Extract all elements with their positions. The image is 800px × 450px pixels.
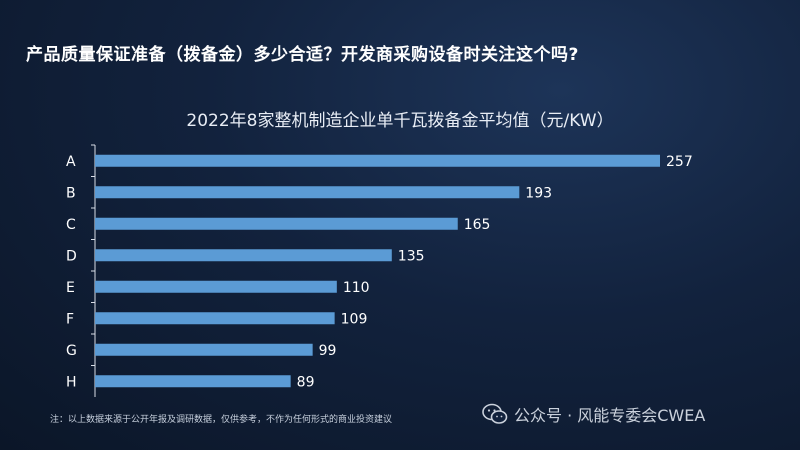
category-label: A: [66, 154, 76, 170]
watermark: 公众号 · 风能专委会CWEA: [482, 402, 705, 426]
category-label: D: [66, 248, 77, 264]
bar: [95, 312, 335, 325]
data-label: 109: [341, 311, 368, 327]
data-label: 257: [666, 154, 693, 170]
bar: [95, 249, 392, 262]
data-label: 135: [398, 248, 425, 264]
category-label: G: [66, 343, 77, 359]
data-label: 89: [297, 374, 315, 390]
bars-layer: A 257 B 193 C 165 D 135 E 110 F 109 G 99 H 89: [66, 144, 693, 397]
data-label: 193: [525, 185, 552, 201]
bar: [95, 186, 520, 199]
slide-headline: 产品质量保证准备（拨备金）多少合适？开发商采购设备时关注这个吗?: [26, 45, 579, 65]
bar: [95, 343, 313, 356]
category-label: C: [66, 217, 76, 233]
watermark-text: 公众号 · 风能专委会CWEA: [514, 406, 706, 425]
bar: [95, 154, 660, 167]
bar: [95, 280, 337, 293]
bar: [95, 217, 458, 230]
category-label: F: [66, 311, 74, 327]
chart-title: 2022年8家整机制造企业单千瓦拨备金平均值（元/KW）: [186, 111, 614, 131]
data-label: 110: [343, 280, 370, 296]
category-label: H: [66, 374, 77, 390]
data-label: 165: [464, 217, 491, 233]
data-label: 99: [319, 343, 337, 359]
bar: [95, 375, 291, 388]
wechat-icon: [482, 403, 508, 424]
category-label: B: [66, 185, 76, 201]
footnote: 注：以上数据来源于公开年报及调研数据，仅供参考，不作为任何形式的商业投资建议: [50, 415, 393, 425]
category-label: E: [66, 280, 75, 296]
